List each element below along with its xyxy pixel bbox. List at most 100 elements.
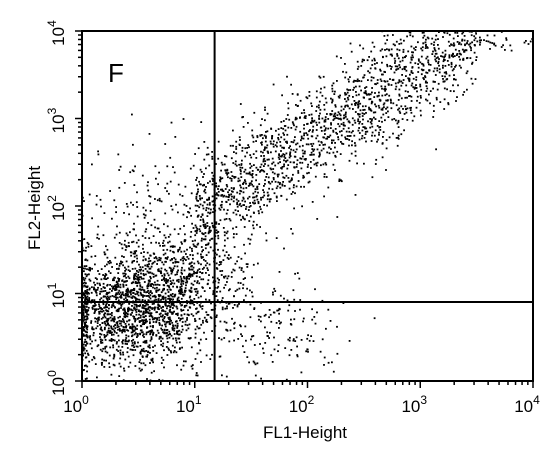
data-point — [156, 279, 159, 282]
data-point — [150, 314, 152, 317]
data-point — [161, 337, 164, 340]
data-point — [163, 320, 166, 323]
data-point — [242, 217, 245, 220]
data-point — [166, 312, 169, 315]
data-point — [166, 284, 169, 287]
data-point — [290, 349, 293, 351]
data-point — [272, 291, 274, 294]
data-point — [183, 313, 186, 316]
data-point — [362, 47, 365, 50]
data-point — [150, 265, 153, 268]
data-point — [194, 153, 196, 155]
data-point — [226, 307, 228, 310]
data-point — [215, 185, 218, 188]
data-point — [199, 198, 202, 201]
data-point — [164, 187, 167, 189]
data-point — [97, 150, 99, 153]
data-point — [100, 308, 103, 310]
data-point — [104, 347, 106, 350]
data-point — [201, 272, 203, 275]
data-point — [277, 309, 280, 312]
data-point — [354, 154, 357, 157]
data-point — [344, 92, 346, 94]
data-point — [240, 333, 242, 336]
data-point — [154, 226, 156, 229]
data-point — [109, 346, 112, 349]
data-point — [86, 342, 89, 345]
data-point — [203, 158, 206, 161]
data-point — [329, 134, 332, 137]
data-point — [251, 129, 254, 132]
data-point — [119, 349, 122, 352]
data-point — [319, 112, 321, 115]
data-point — [113, 320, 115, 323]
data-point — [193, 303, 195, 306]
data-point — [362, 126, 365, 128]
data-point — [466, 88, 468, 91]
data-point — [480, 39, 482, 42]
data-point — [123, 312, 125, 315]
data-point — [422, 36, 425, 39]
data-point — [125, 260, 128, 263]
data-point — [155, 317, 158, 320]
data-point — [158, 304, 160, 307]
data-point — [142, 294, 144, 297]
data-point — [227, 254, 230, 256]
data-point — [174, 293, 177, 296]
data-point — [463, 91, 466, 93]
data-point — [241, 166, 244, 169]
data-point — [104, 275, 106, 277]
data-point — [527, 43, 530, 45]
data-point — [152, 325, 154, 327]
data-point — [337, 95, 340, 98]
data-point — [253, 307, 256, 309]
data-point — [149, 260, 152, 262]
data-point — [166, 182, 169, 185]
data-point — [234, 163, 237, 166]
data-point — [100, 328, 103, 331]
data-point — [262, 347, 264, 350]
data-point — [168, 192, 170, 195]
data-point — [390, 48, 393, 51]
data-point — [144, 264, 147, 267]
data-point — [95, 195, 98, 197]
data-point — [215, 242, 218, 245]
data-point — [126, 280, 128, 282]
data-point — [173, 282, 176, 285]
data-point — [410, 58, 413, 61]
data-point — [114, 284, 116, 287]
data-point — [226, 209, 229, 211]
data-point — [83, 334, 86, 337]
data-point — [390, 84, 393, 86]
data-point — [121, 247, 124, 250]
data-point — [134, 297, 137, 300]
data-point — [146, 263, 149, 266]
data-point — [84, 352, 87, 355]
data-point — [131, 323, 134, 326]
data-point — [200, 239, 203, 242]
data-point — [242, 191, 245, 194]
data-point — [303, 109, 305, 111]
data-point — [109, 260, 111, 262]
data-point — [363, 108, 366, 111]
data-point — [334, 115, 336, 118]
data-point — [82, 249, 85, 252]
data-point — [111, 318, 114, 321]
data-point — [245, 208, 247, 210]
data-point — [150, 331, 152, 333]
data-point — [315, 129, 318, 131]
data-point — [265, 137, 267, 139]
data-point — [83, 329, 86, 332]
data-point — [376, 140, 378, 143]
data-point — [95, 289, 97, 291]
data-point — [311, 153, 313, 156]
data-point — [208, 299, 211, 301]
data-point — [147, 306, 150, 309]
data-point — [181, 266, 183, 269]
data-point — [402, 79, 405, 81]
data-point — [315, 121, 318, 124]
data-point — [91, 340, 93, 343]
data-point — [349, 135, 352, 137]
data-point — [95, 203, 98, 206]
data-point — [94, 302, 96, 305]
